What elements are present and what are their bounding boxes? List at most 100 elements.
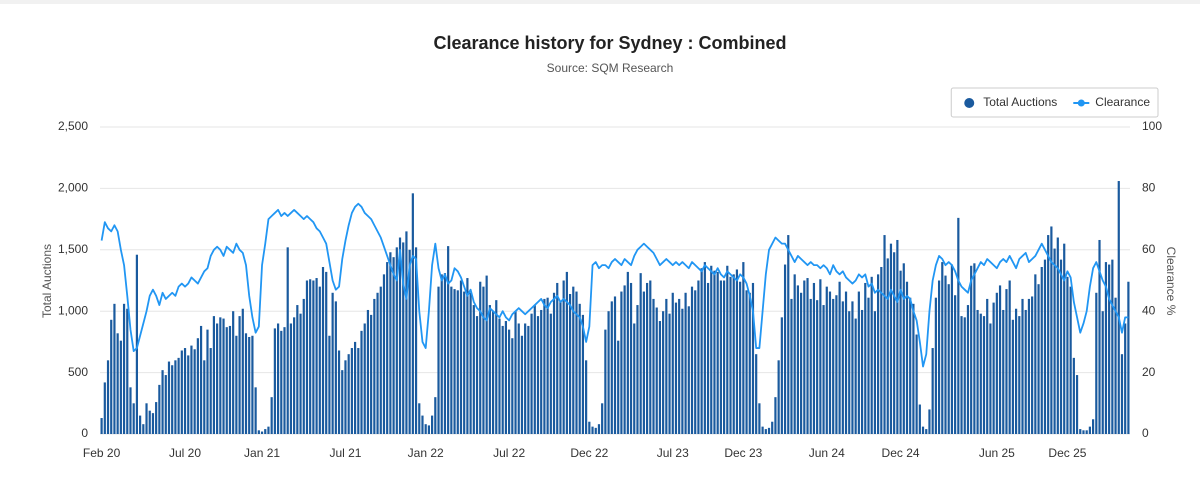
bar <box>155 402 158 434</box>
y-tick-label: 1,500 <box>58 242 88 256</box>
bar <box>463 291 466 434</box>
bar <box>225 327 228 434</box>
bar <box>129 387 132 434</box>
bar <box>860 309 864 434</box>
grid: 0 500 1,000 1,500 2,000 2,500 0 20 40 60 80 100 Feb … <box>58 119 1162 460</box>
bar <box>588 421 591 434</box>
bar <box>142 424 145 434</box>
bar <box>893 252 896 434</box>
bar <box>1091 419 1095 434</box>
bar <box>216 323 219 434</box>
bar <box>151 413 155 434</box>
bar <box>841 301 844 434</box>
bar <box>1059 259 1063 434</box>
bar <box>806 278 809 434</box>
bar <box>232 311 235 434</box>
bar <box>883 235 886 434</box>
bar <box>572 286 575 434</box>
bar <box>459 280 463 434</box>
bar <box>543 298 546 434</box>
bar <box>161 370 164 434</box>
bar <box>270 397 273 434</box>
x-tick-label: Jul 22 <box>493 446 525 460</box>
bar <box>382 274 386 434</box>
bar <box>1011 319 1014 434</box>
y-tick-label: 500 <box>68 365 88 379</box>
bar <box>819 279 822 434</box>
bar <box>341 370 344 434</box>
legend-label: Total Auctions <box>983 95 1057 109</box>
bar <box>681 308 684 434</box>
bar <box>668 313 671 434</box>
bar <box>864 282 867 434</box>
bar <box>228 325 232 434</box>
bar <box>703 262 706 434</box>
bar <box>601 403 604 434</box>
bar <box>318 286 321 434</box>
bar <box>511 338 514 434</box>
bar <box>421 415 424 434</box>
bar <box>257 430 260 434</box>
bar <box>697 280 700 434</box>
bar <box>110 319 113 434</box>
bar <box>379 286 382 434</box>
bar <box>684 292 687 434</box>
bar <box>613 296 617 434</box>
legend-marker <box>1077 99 1085 107</box>
bar <box>177 357 180 434</box>
bar <box>1114 297 1117 434</box>
y2-tick-label: 20 <box>1142 365 1156 379</box>
bar <box>1088 426 1091 434</box>
bar <box>520 335 524 434</box>
bar <box>873 311 877 434</box>
bar <box>549 313 552 434</box>
bar <box>199 325 203 434</box>
bar <box>909 297 912 434</box>
bar <box>745 290 748 434</box>
bar <box>620 291 623 434</box>
bar <box>241 308 244 434</box>
bar <box>1124 323 1127 434</box>
bar <box>389 252 392 434</box>
bar <box>482 286 485 434</box>
bar <box>950 264 954 434</box>
bar <box>889 243 893 434</box>
bar <box>183 348 187 434</box>
bar <box>357 348 360 434</box>
bar <box>1005 289 1008 434</box>
bar <box>581 314 585 434</box>
bar <box>344 360 347 434</box>
bar <box>209 348 212 434</box>
bar <box>790 298 793 434</box>
bar <box>235 335 238 434</box>
bar <box>508 329 511 434</box>
bar <box>347 354 350 434</box>
bar <box>1027 298 1031 434</box>
bar <box>447 246 450 434</box>
bar <box>604 329 607 434</box>
bar <box>1120 354 1124 434</box>
bar <box>402 242 405 434</box>
bar <box>771 421 774 434</box>
bar <box>719 280 722 434</box>
y2-tick-label: 60 <box>1142 242 1156 256</box>
x-tick-label: Jan 22 <box>408 446 444 460</box>
bar <box>1063 243 1066 434</box>
bar <box>479 281 482 434</box>
bar <box>694 290 697 434</box>
bar <box>248 336 251 434</box>
y-tick-label: 0 <box>81 426 88 440</box>
bar <box>414 247 418 434</box>
bar <box>260 431 264 434</box>
bar <box>835 295 838 434</box>
bar <box>1050 226 1053 434</box>
bar <box>1079 429 1082 434</box>
bar <box>665 298 668 434</box>
bar <box>1021 298 1024 434</box>
bar <box>726 265 729 434</box>
bar <box>443 273 447 434</box>
bar <box>722 280 726 434</box>
bar <box>559 301 562 434</box>
bar <box>832 298 835 434</box>
